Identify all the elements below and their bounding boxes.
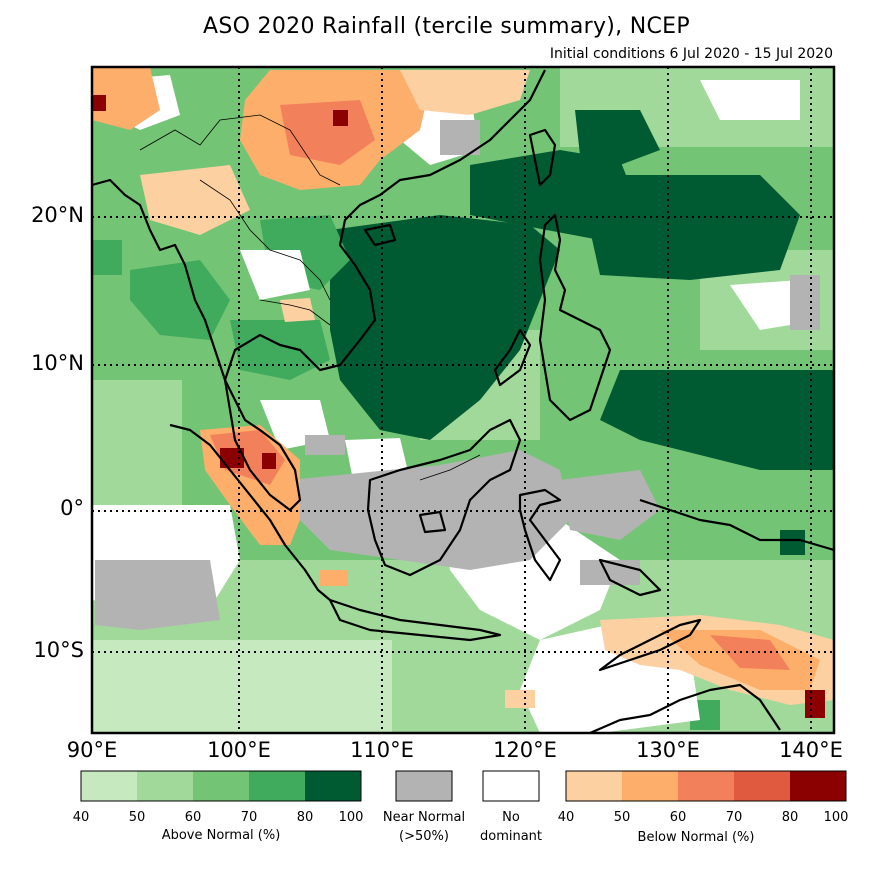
lat-label-10n: 10°N	[31, 351, 84, 375]
coast-sumatra	[169, 423, 331, 601]
legend-above-tick: 100	[338, 810, 364, 825]
field-below-80-south-china-max	[333, 110, 348, 126]
field-near-normal-molucca	[560, 470, 660, 540]
lon-label-140e: 140°E	[779, 738, 843, 762]
coast-java	[328, 598, 502, 642]
legend-above-40	[81, 771, 137, 801]
lat-label-equator: 0°	[60, 496, 84, 520]
legend-below-tick: 50	[613, 810, 631, 825]
legend-above-70	[249, 771, 305, 801]
coast-bangka	[418, 510, 447, 534]
border-china-south	[139, 114, 341, 186]
legend-below-80	[790, 771, 846, 801]
legend-above-tick: 80	[296, 810, 314, 825]
legend-below-border	[565, 770, 847, 802]
coast-taiwan	[528, 128, 557, 187]
field-below-60-south-china-core	[280, 100, 375, 165]
field-below-50-northwest	[92, 67, 160, 130]
coast-hainan	[363, 223, 397, 247]
field-below-60-malacca-core	[210, 430, 285, 485]
field-above-40-southwest	[92, 640, 392, 733]
lon-label-90e: 90°E	[66, 738, 118, 762]
field-near-normal-indian-ocean	[95, 560, 220, 630]
border-borneo	[419, 454, 481, 481]
field-above-80-png	[780, 530, 805, 555]
coast-borneo	[366, 418, 522, 577]
legend-above-80	[305, 771, 361, 801]
legend-near-normal-sublabel: (>50%)	[399, 829, 449, 844]
legend-above-50	[137, 771, 193, 801]
field-near-normal-gulf-south	[305, 435, 345, 455]
coast-myanmar-malay	[92, 178, 302, 512]
legend-below-tick: 70	[725, 810, 743, 825]
border-thailand-cambodia	[259, 299, 331, 326]
legend-below-tick: 60	[669, 810, 687, 825]
lon-label-130e: 130°E	[636, 738, 700, 762]
border-myanmar-thailand-laos	[199, 179, 331, 301]
legend-below-tick: 40	[557, 810, 575, 825]
coast-australia	[589, 683, 781, 733]
field-above-70-bay	[92, 240, 122, 275]
field-below-40-bali	[505, 690, 535, 708]
legend-no-dominant-label: No	[502, 810, 520, 825]
legend-no-dominant-swatch	[482, 770, 540, 802]
lat-label-20n: 20°N	[31, 203, 84, 227]
field-below-60-arafura-core	[710, 635, 790, 670]
legend-above-border	[80, 770, 362, 802]
legend-below-40	[566, 771, 622, 801]
legend-above-tick: 70	[240, 810, 258, 825]
legend-no-dominant-sublabel: dominant	[479, 829, 543, 844]
legend-below-60	[678, 771, 734, 801]
field-below-50-java-sea	[320, 570, 348, 586]
legend-below-bar	[565, 770, 847, 802]
field-below-80-malacca-max2	[262, 453, 276, 469]
legend-near-normal-swatch	[395, 770, 453, 802]
coast-timor	[598, 618, 702, 672]
field-no-dominant-northeast	[700, 80, 800, 120]
coast-philippines	[538, 213, 612, 422]
legend-above-bar	[80, 770, 362, 802]
legend-above-tick: 50	[128, 810, 146, 825]
lon-label-110e: 110°E	[350, 738, 414, 762]
field-near-normal-flores	[580, 560, 640, 585]
coast-palawan	[493, 328, 532, 387]
legend-below-70	[734, 771, 790, 801]
field-near-normal-china	[440, 120, 480, 155]
field-above-80-philippine-sea	[590, 175, 800, 280]
field-below-80-northwest	[92, 95, 106, 111]
field-above-80-scs	[330, 215, 560, 440]
lat-label-10s: 10°S	[33, 638, 84, 662]
coast-sulawesi	[518, 488, 562, 582]
legend-below-label: Below Normal (%)	[637, 830, 755, 845]
coastlines	[92, 69, 834, 733]
country-borders	[139, 114, 481, 481]
field-near-normal-east	[790, 275, 820, 330]
field-below-80-arafura-max	[805, 690, 825, 718]
map-plot-area	[92, 67, 834, 733]
map-title: ASO 2020 Rainfall (tercile summary), NCE…	[203, 14, 690, 39]
legend-above-60	[193, 771, 249, 801]
legend-above-label: Above Normal (%)	[161, 828, 281, 843]
field-below-40-thailand	[280, 298, 315, 322]
coast-seram	[598, 558, 662, 597]
graticule	[92, 67, 834, 733]
field-no-dominant-thailand	[240, 250, 310, 300]
map-frame	[90, 65, 836, 735]
lon-label-120e: 120°E	[493, 738, 557, 762]
field-below-40-guangdong	[400, 70, 530, 115]
field-above-80-luzon-north	[575, 110, 660, 165]
legend-above-tick: 40	[72, 810, 90, 825]
field-above-80-pacific	[600, 370, 834, 470]
legend-below-tick: 100	[823, 810, 849, 825]
coast-indochina-china	[223, 69, 546, 381]
lon-label-100e: 100°E	[207, 738, 271, 762]
map-subtitle: Initial conditions 6 Jul 2020 - 15 Jul 2…	[549, 46, 833, 62]
field-below-40-myanmar-north	[140, 165, 250, 235]
legend-near-normal-label: Near Normal	[382, 810, 466, 825]
legend-above-tick: 60	[184, 810, 202, 825]
legend-below-50	[622, 771, 678, 801]
legend-below-tick: 80	[781, 810, 799, 825]
